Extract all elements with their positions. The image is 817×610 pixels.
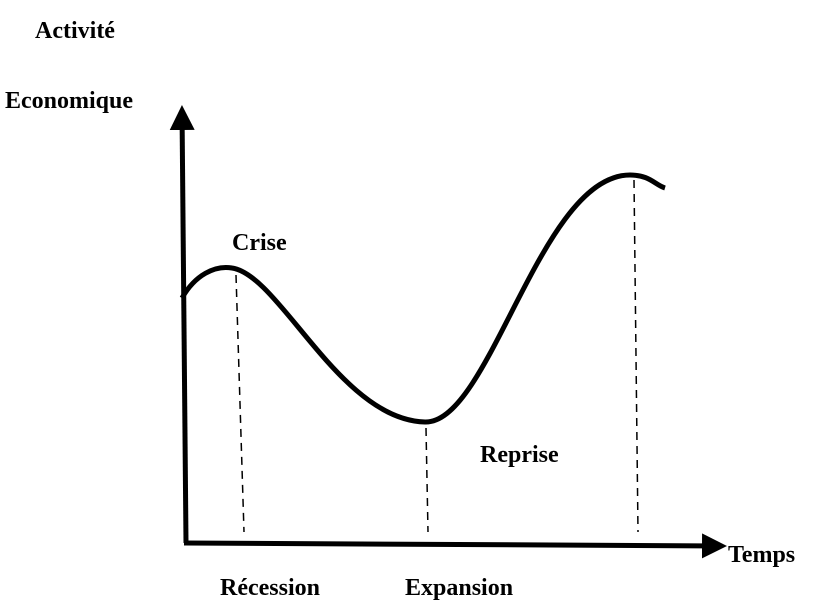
phase-label: Crise [232, 230, 287, 256]
dashed-line [425, 427, 429, 533]
x-axis-label: Temps [728, 542, 795, 568]
dashed-line [633, 179, 639, 533]
cycle-curve [179, 172, 666, 425]
dashed-line [235, 274, 245, 533]
phase-label: Expansion [405, 575, 513, 601]
y-axis-label: Activité [35, 18, 115, 44]
phase-label: Reprise [480, 442, 559, 468]
phase-label: Récession [220, 575, 320, 601]
x-axis [183, 533, 727, 559]
y-axis-label: Economique [5, 88, 133, 114]
y-axis [169, 105, 195, 544]
